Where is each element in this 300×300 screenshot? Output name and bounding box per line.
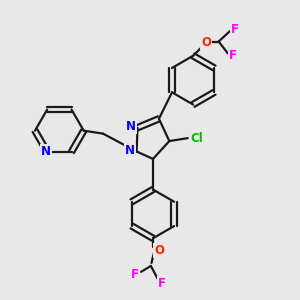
Text: Cl: Cl bbox=[190, 132, 203, 145]
Text: F: F bbox=[130, 268, 139, 281]
Text: O: O bbox=[201, 36, 211, 49]
Text: N: N bbox=[125, 143, 135, 157]
Text: N: N bbox=[41, 145, 51, 158]
Text: F: F bbox=[229, 49, 237, 62]
Text: O: O bbox=[154, 244, 164, 257]
Text: F: F bbox=[158, 277, 166, 290]
Text: N: N bbox=[126, 120, 136, 133]
Text: F: F bbox=[231, 23, 239, 36]
